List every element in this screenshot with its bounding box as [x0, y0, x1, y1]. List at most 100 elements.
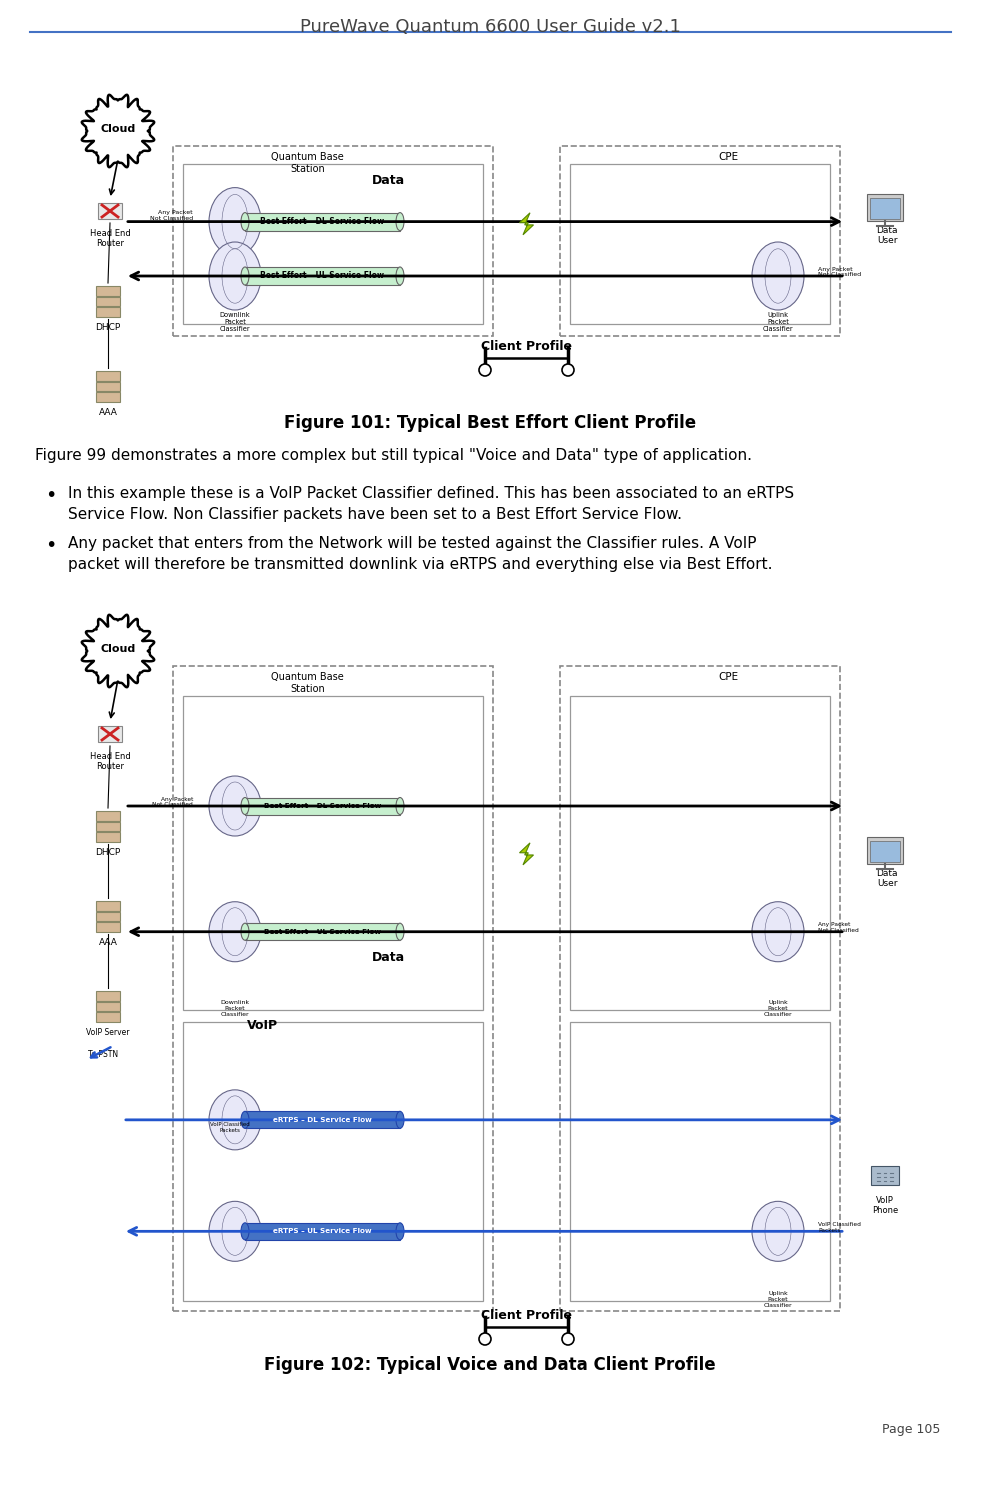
Text: Best Effort – DL Service Flow: Best Effort – DL Service Flow — [264, 802, 382, 808]
Bar — [96, 901, 120, 911]
Circle shape — [562, 1333, 574, 1345]
Bar — [871, 1167, 900, 1184]
Ellipse shape — [241, 923, 249, 941]
Polygon shape — [81, 615, 154, 687]
Bar — [183, 695, 483, 1010]
Text: Uplink
Packet
Classifier: Uplink Packet Classifier — [763, 1291, 793, 1308]
Bar — [98, 727, 122, 742]
Bar — [96, 923, 120, 932]
Text: CPE: CPE — [718, 152, 738, 162]
Circle shape — [116, 640, 134, 658]
Bar — [96, 1002, 120, 1012]
Text: Cloud: Cloud — [100, 643, 135, 654]
Circle shape — [105, 623, 131, 649]
Bar — [570, 695, 830, 1010]
Bar — [173, 146, 493, 336]
Bar — [560, 666, 840, 1311]
Text: •: • — [45, 536, 56, 554]
Ellipse shape — [396, 1112, 404, 1128]
Text: Quantum Base: Quantum Base — [271, 672, 343, 682]
Text: Cloud: Cloud — [100, 123, 135, 134]
Text: Figure 101: Typical Best Effort Client Profile: Figure 101: Typical Best Effort Client P… — [284, 415, 697, 432]
Text: Any Packet
Not Classified: Any Packet Not Classified — [818, 923, 858, 933]
Circle shape — [121, 108, 144, 132]
Text: Best Effort – UL Service Flow: Best Effort – UL Service Flow — [261, 272, 385, 281]
Text: Quantum Base: Quantum Base — [271, 152, 343, 162]
Text: Data
User: Data User — [876, 869, 898, 889]
Ellipse shape — [752, 902, 804, 961]
Ellipse shape — [241, 1112, 249, 1128]
Ellipse shape — [209, 242, 261, 311]
Bar — [96, 832, 120, 843]
Text: AAA: AAA — [98, 938, 118, 947]
Circle shape — [479, 1333, 491, 1345]
Text: Head End
Router: Head End Router — [89, 752, 130, 771]
Polygon shape — [520, 212, 534, 235]
Bar — [570, 1022, 830, 1302]
Circle shape — [116, 120, 134, 138]
Text: Uplink
Packet
Classifier: Uplink Packet Classifier — [762, 312, 794, 331]
Ellipse shape — [241, 212, 249, 230]
Text: Uplink
Packet
Classifier: Uplink Packet Classifier — [763, 1000, 793, 1016]
Text: Any packet that enters from the Network will be tested against the Classifier ru: Any packet that enters from the Network … — [68, 536, 772, 572]
Bar — [96, 382, 120, 391]
Text: Station: Station — [290, 684, 325, 694]
Circle shape — [103, 639, 123, 658]
Text: CPE: CPE — [718, 672, 738, 682]
Bar — [96, 285, 120, 296]
Ellipse shape — [241, 267, 249, 285]
Bar — [570, 163, 830, 324]
Text: PureWave Quantum 6600 User Guide v2.1: PureWave Quantum 6600 User Guide v2.1 — [299, 18, 681, 36]
Bar — [96, 811, 120, 820]
Text: Page 105: Page 105 — [882, 1424, 940, 1435]
Bar — [183, 1022, 483, 1302]
Text: To PSTN: To PSTN — [88, 1051, 118, 1060]
Text: Data: Data — [372, 174, 404, 187]
Ellipse shape — [241, 798, 249, 814]
Bar — [867, 193, 903, 221]
Circle shape — [90, 108, 115, 134]
Text: Client Profile: Client Profile — [481, 340, 572, 354]
Circle shape — [479, 364, 491, 376]
Text: VoIP: VoIP — [247, 1019, 279, 1033]
Bar — [96, 991, 120, 1000]
Ellipse shape — [209, 902, 261, 961]
Text: Any Packet
Not Classified: Any Packet Not Classified — [818, 266, 861, 278]
Ellipse shape — [209, 187, 261, 256]
Bar — [173, 666, 493, 1311]
Circle shape — [105, 103, 131, 129]
Ellipse shape — [396, 923, 404, 941]
Text: VoIP Classified
Packets: VoIP Classified Packets — [818, 1221, 861, 1233]
Ellipse shape — [752, 242, 804, 311]
Bar — [98, 204, 122, 218]
Text: Data: Data — [372, 951, 404, 964]
Text: DHCP: DHCP — [95, 322, 121, 331]
Bar — [96, 392, 120, 403]
Bar — [245, 1112, 400, 1128]
Ellipse shape — [209, 1201, 261, 1262]
Circle shape — [562, 364, 574, 376]
Text: Figure 99 demonstrates a more complex but still typical "Voice and Data" type of: Figure 99 demonstrates a more complex bu… — [35, 447, 752, 464]
Text: Station: Station — [290, 163, 325, 174]
Bar — [867, 837, 903, 863]
Ellipse shape — [396, 798, 404, 814]
Text: In this example these is a VoIP Packet Classifier defined. This has been associa: In this example these is a VoIP Packet C… — [68, 486, 795, 522]
Ellipse shape — [87, 637, 149, 670]
Circle shape — [103, 119, 123, 138]
Ellipse shape — [396, 267, 404, 285]
Bar — [870, 841, 900, 862]
Text: Client Profile: Client Profile — [481, 1309, 572, 1323]
Text: Best Effort – UL Service Flow: Best Effort – UL Service Flow — [264, 929, 381, 935]
Bar — [245, 267, 400, 285]
Text: VoIP Server: VoIP Server — [86, 1028, 129, 1037]
Text: Any Packet
Not Classified: Any Packet Not Classified — [152, 796, 193, 807]
Ellipse shape — [752, 1201, 804, 1262]
Text: •: • — [45, 486, 56, 505]
Ellipse shape — [87, 117, 149, 150]
Polygon shape — [520, 843, 534, 865]
Ellipse shape — [209, 1089, 261, 1150]
Text: Best Effort – DL Service Flow: Best Effort – DL Service Flow — [260, 217, 385, 226]
Bar — [96, 372, 120, 380]
Text: Downlink
Packet
Classifier: Downlink Packet Classifier — [221, 1000, 249, 1016]
Bar — [245, 1223, 400, 1239]
